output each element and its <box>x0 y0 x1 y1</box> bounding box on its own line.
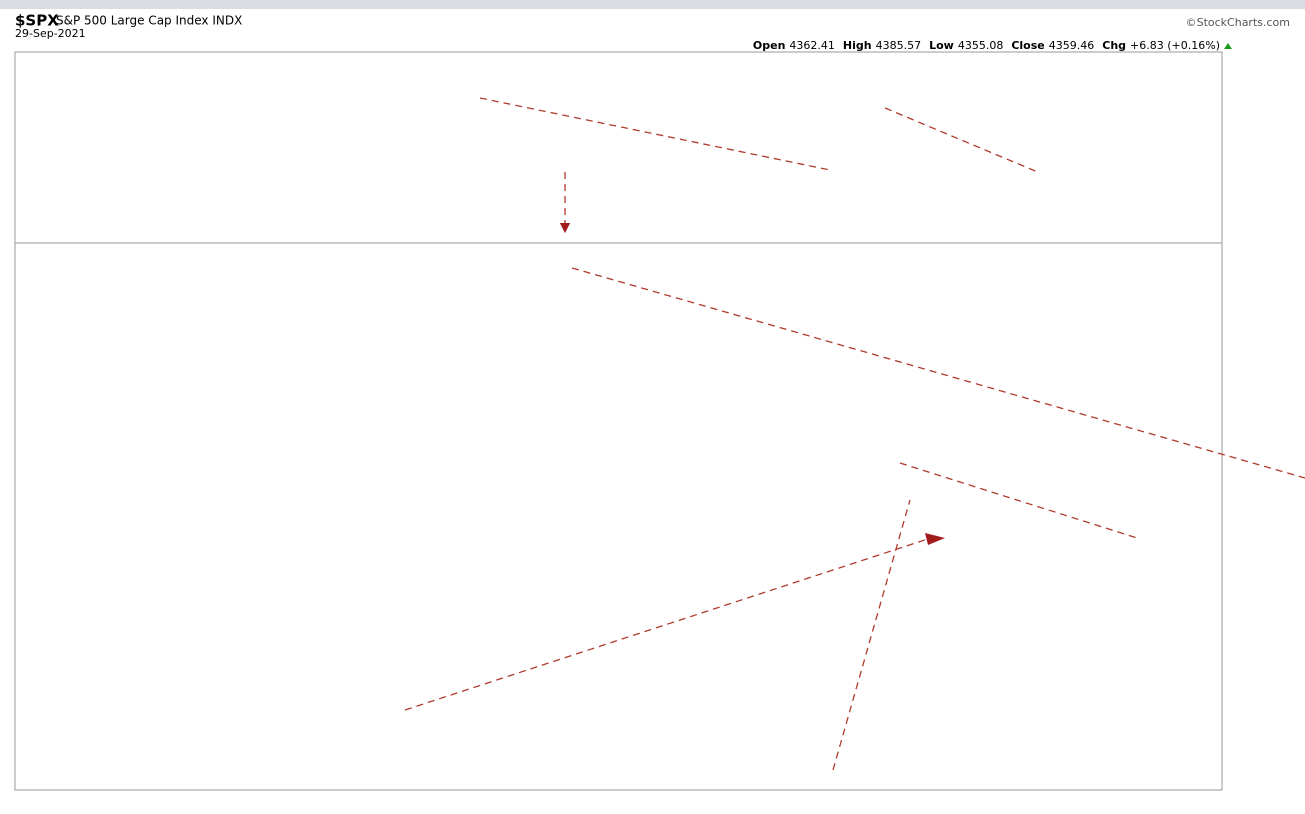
quote-value: 4355.08 <box>958 39 1004 52</box>
ticker: $SPX <box>15 12 59 30</box>
trend-line <box>832 499 911 771</box>
quote-value: 4359.46 <box>1049 39 1095 52</box>
quote-label: Open <box>753 39 786 52</box>
arrow-head <box>925 533 945 545</box>
quote-label: High <box>843 39 872 52</box>
chg-arrow <box>1224 43 1232 49</box>
quote-value: 4385.57 <box>876 39 922 52</box>
rsi-panel <box>14 51 1223 244</box>
source: ©StockCharts.com <box>1186 16 1290 29</box>
index-name: S&P 500 Large Cap Index INDX <box>56 14 242 28</box>
quote-value: +6.83 (+0.16%) <box>1130 39 1220 52</box>
quote-label: Low <box>929 39 954 52</box>
quote-label: Chg <box>1102 39 1126 52</box>
date: 29-Sep-2021 <box>15 27 86 40</box>
quote-value: 4362.41 <box>789 39 835 52</box>
trend-lines <box>404 97 1305 771</box>
quote: +6.83 (+0.16%) Chg 4359.46 Close 4355.08 Low 4… <box>753 39 1232 52</box>
trend-line <box>899 462 1138 539</box>
price-panel <box>14 242 1223 791</box>
trend-line <box>404 534 941 711</box>
trend-line <box>884 107 1041 174</box>
quote-label: Close <box>1011 39 1044 52</box>
toolbar-strip <box>0 0 1305 9</box>
